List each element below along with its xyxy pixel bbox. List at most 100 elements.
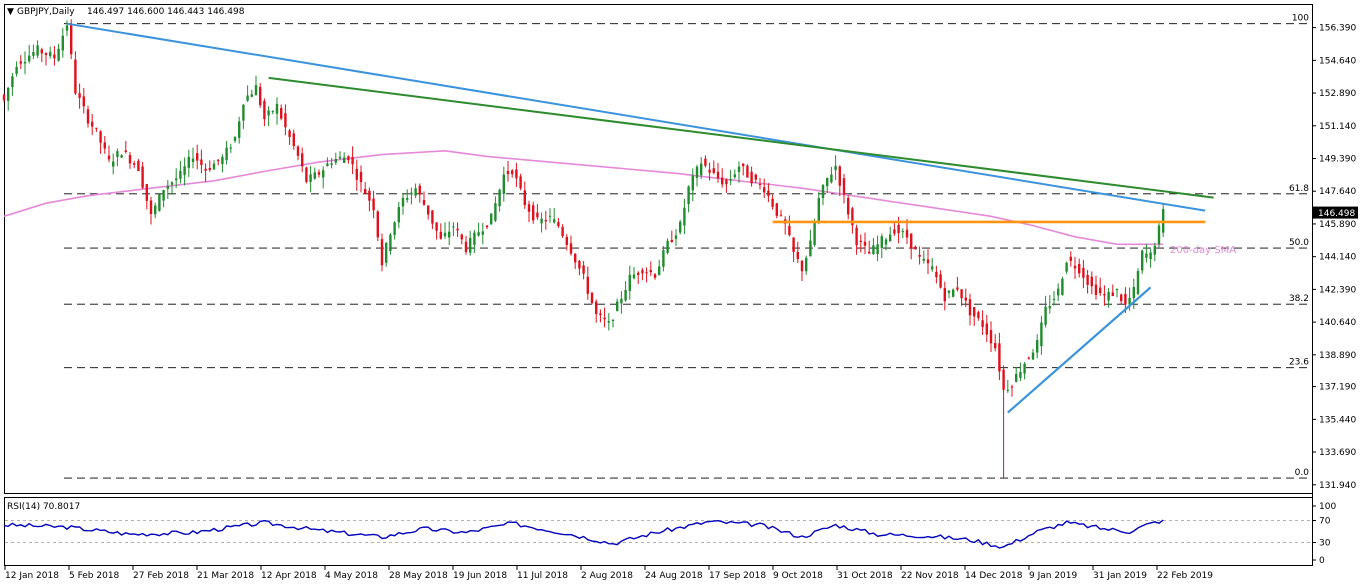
candle-body: [49, 51, 52, 57]
candle-body: [1094, 284, 1098, 295]
rsi-level-label: 70: [1319, 517, 1331, 527]
candle-body: [200, 159, 203, 166]
candle-body: [964, 297, 967, 301]
candle-body: [939, 274, 942, 288]
candle-body: [162, 190, 165, 201]
candle-body: [834, 165, 837, 171]
candle-body: [1086, 275, 1089, 285]
rsi-label: RSI(14) 70.8017: [7, 502, 80, 512]
candle-body: [540, 218, 543, 224]
candle-body: [2, 94, 6, 100]
candle-body: [889, 234, 892, 242]
candle-body: [620, 298, 623, 304]
candle-body: [267, 110, 270, 116]
candle-body: [586, 276, 589, 294]
candle-body: [952, 289, 955, 297]
candle-body: [393, 222, 396, 235]
candle-body: [91, 121, 94, 127]
candle-body: [616, 301, 619, 311]
candle-body: [154, 205, 157, 215]
candle-body: [372, 198, 375, 211]
candle-body: [439, 231, 442, 239]
candle-body: [1031, 352, 1035, 360]
candle-body: [536, 212, 539, 218]
candle-body: [183, 166, 186, 176]
date-label: 22 Nov 2018: [901, 571, 959, 581]
candle-body: [250, 94, 253, 97]
date-label: 5 Feb 2018: [69, 571, 120, 581]
rsi-level-label: 100: [1319, 502, 1336, 512]
candle-body: [511, 170, 514, 175]
candle-body: [1107, 291, 1110, 301]
candle-body: [414, 188, 417, 196]
candle-body: [603, 317, 606, 320]
candle-body: [170, 182, 174, 185]
candle-body: [1073, 265, 1077, 269]
candle-body: [330, 163, 333, 165]
candle-body: [28, 55, 31, 62]
candle-body: [464, 241, 468, 252]
candle-body: [179, 170, 182, 179]
candle-body: [1057, 288, 1060, 296]
candle-body: [842, 178, 846, 195]
candle-body: [905, 229, 909, 238]
candle-body: [624, 290, 627, 301]
candle-body: [758, 183, 762, 185]
fib-level-label: 50.0: [1289, 238, 1309, 248]
candle-body: [771, 198, 774, 207]
candle-body: [578, 260, 581, 269]
candle-body: [23, 61, 27, 64]
candle-body: [187, 156, 190, 168]
candle-body: [611, 320, 615, 322]
candle-body: [763, 187, 766, 193]
candle-body: [292, 133, 295, 147]
candle-body: [82, 96, 85, 107]
candle-body: [813, 221, 816, 246]
candle-body: [574, 253, 577, 263]
candle-body: [968, 299, 972, 316]
blue-uptrend-line: [1007, 286, 1152, 414]
candle-body: [86, 109, 90, 124]
candle-body: [149, 200, 153, 215]
candle-body: [859, 240, 862, 242]
candle-body: [1006, 389, 1009, 391]
candle-body: [204, 168, 207, 171]
candle-body: [128, 155, 132, 164]
candle-body: [800, 260, 804, 272]
candle-body: [750, 171, 753, 184]
candle-body: [981, 320, 984, 327]
date-axis: 12 Jan 2018 5 Feb 2018 27 Feb 2018 21 Mar 2…: [4, 566, 1213, 581]
candle-body: [502, 174, 505, 194]
candle-body: [473, 232, 476, 245]
candle-body: [456, 228, 459, 231]
candle-body: [716, 171, 720, 179]
candle-body: [985, 323, 988, 335]
price-tick-label: 133.690: [1319, 448, 1356, 458]
candle-body: [313, 172, 316, 179]
candle-body: [523, 190, 526, 206]
candle-body: [305, 167, 308, 182]
chart-symbol-triangle-icon: ▼: [7, 7, 14, 17]
candle-body: [1115, 288, 1119, 291]
candle-body: [582, 265, 585, 274]
candle-body: [44, 53, 48, 56]
candle-body: [141, 166, 144, 188]
candle-body: [288, 130, 291, 137]
price-tick-label: 140.640: [1319, 318, 1356, 328]
candle-body: [884, 239, 888, 245]
candle-body: [1019, 371, 1022, 378]
candle-body: [418, 185, 421, 195]
candle-body: [443, 232, 447, 237]
candle-body: [880, 236, 883, 248]
candle-body: [359, 171, 363, 183]
candle-body: [935, 271, 938, 278]
candle-body: [1157, 225, 1161, 245]
candle-body: [683, 207, 686, 226]
price-tick-label: 135.440: [1319, 415, 1356, 425]
candle-body: [1044, 306, 1047, 325]
candle-body: [477, 232, 480, 236]
candle-body: [868, 251, 871, 254]
candle-body: [1002, 369, 1005, 390]
candle-body: [1010, 386, 1014, 388]
